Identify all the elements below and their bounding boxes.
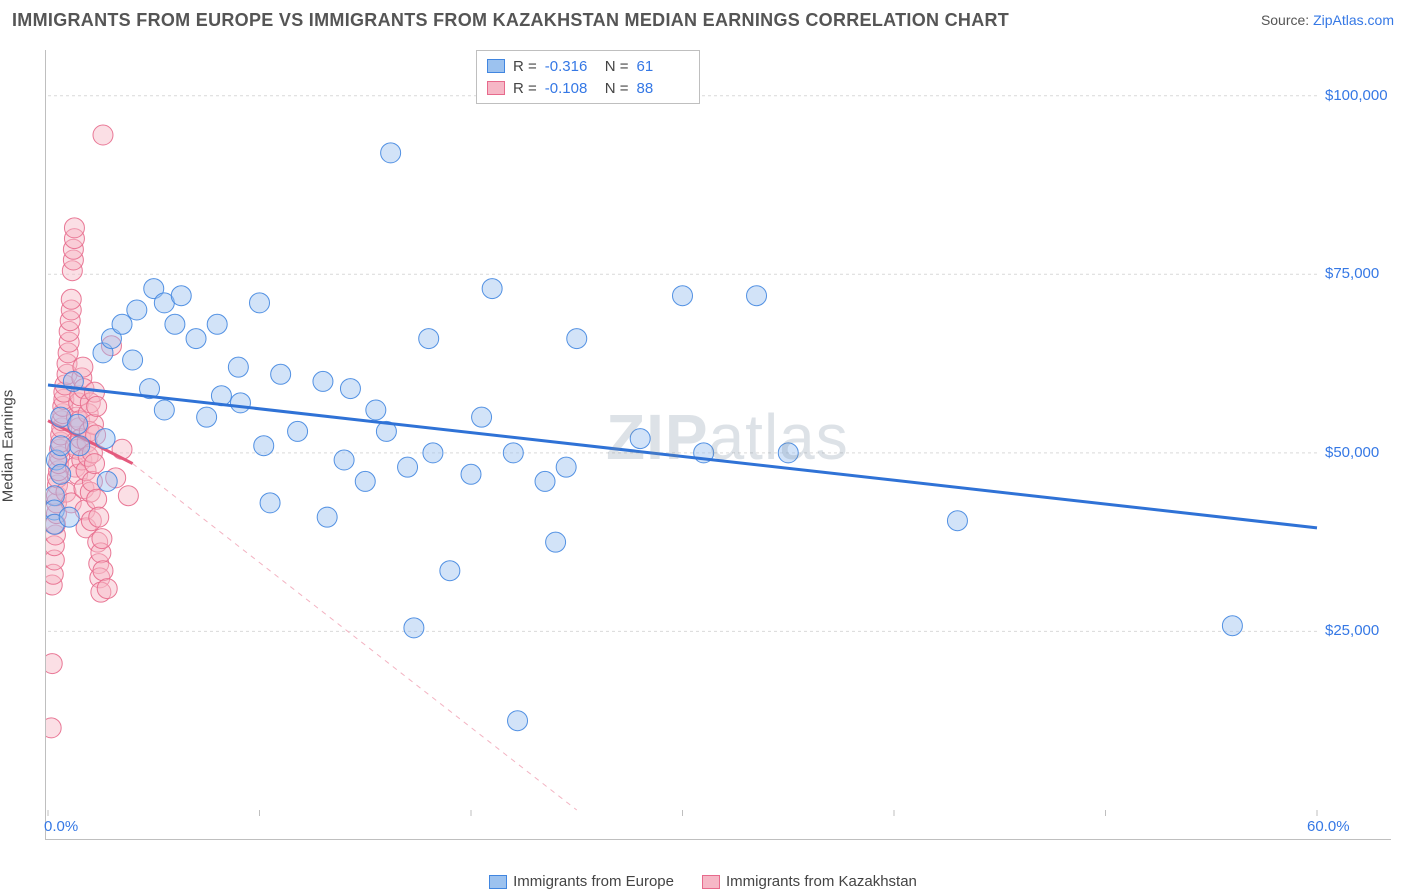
legend-swatch-kazakhstan-bottom [702, 875, 720, 889]
legend-swatch-kazakhstan [487, 81, 505, 95]
stat-n-value-1: 88 [637, 80, 689, 97]
chart-header: IMMIGRANTS FROM EUROPE VS IMMIGRANTS FRO… [12, 10, 1394, 40]
y-tick-label: $25,000 [1325, 622, 1379, 639]
stat-r-label-1: R = [513, 80, 537, 97]
x-axis-max-label: 60.0% [1307, 818, 1350, 835]
stat-r-value-1: -0.108 [545, 80, 597, 97]
stat-r-value-0: -0.316 [545, 58, 597, 75]
legend-item-europe: Immigrants from Europe [489, 873, 674, 890]
legend-swatch-europe-bottom [489, 875, 507, 889]
y-tick-label: $75,000 [1325, 265, 1379, 282]
stats-legend: R = -0.316 N = 61 R = -0.108 N = 88 [476, 50, 700, 104]
stats-legend-row-1: R = -0.108 N = 88 [487, 77, 689, 99]
stat-n-label-0: N = [605, 58, 629, 75]
scatter-svg [46, 50, 1392, 840]
stat-n-label-1: N = [605, 80, 629, 97]
y-tick-label: $100,000 [1325, 87, 1388, 104]
stat-r-label-0: R = [513, 58, 537, 75]
plot-area: ZIPatlas R = -0.316 N = 61 R = -0.108 N … [45, 50, 1391, 840]
stat-n-value-0: 61 [637, 58, 689, 75]
series-legend: Immigrants from Europe Immigrants from K… [0, 873, 1406, 890]
source-link[interactable]: ZipAtlas.com [1313, 12, 1394, 28]
legend-swatch-europe [487, 59, 505, 73]
x-axis-min-label: 0.0% [44, 818, 78, 835]
legend-label-europe: Immigrants from Europe [513, 873, 674, 890]
legend-label-kazakhstan: Immigrants from Kazakhstan [726, 873, 917, 890]
legend-item-kazakhstan: Immigrants from Kazakhstan [702, 873, 917, 890]
y-axis-label: Median Earnings [0, 390, 17, 503]
chart-title: IMMIGRANTS FROM EUROPE VS IMMIGRANTS FRO… [12, 10, 1009, 30]
source-prefix: Source: [1261, 12, 1313, 28]
y-tick-label: $50,000 [1325, 444, 1379, 461]
source-attribution: Source: ZipAtlas.com [1261, 12, 1394, 28]
stats-legend-row-0: R = -0.316 N = 61 [487, 55, 689, 77]
